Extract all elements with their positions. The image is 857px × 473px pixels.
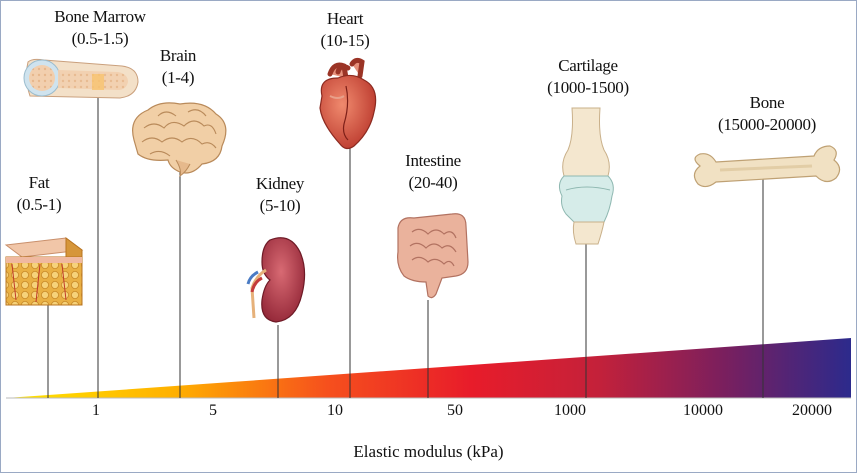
intestine-illustration bbox=[397, 213, 469, 299]
bone-marrow-range: (0.5-1.5) bbox=[71, 29, 129, 48]
fat-tissue-illustration bbox=[4, 237, 84, 306]
bone-name: Bone bbox=[749, 93, 785, 112]
cartilage-illustration bbox=[558, 107, 614, 245]
bone-marrow-name: Bone Marrow bbox=[54, 7, 146, 26]
cartilage-range: (1000-1500) bbox=[547, 78, 629, 97]
heart-label: Heart (10-15) bbox=[300, 8, 390, 52]
cartilage-name: Cartilage bbox=[558, 56, 618, 75]
intestine-range: (20-40) bbox=[408, 173, 458, 192]
heart-illustration bbox=[319, 57, 377, 150]
kidney-range: (5-10) bbox=[259, 196, 301, 215]
brain-label: Brain (1-4) bbox=[148, 45, 208, 89]
fat-label: Fat (0.5-1) bbox=[8, 172, 70, 216]
axis-tick: 10 bbox=[327, 402, 343, 419]
brain-range: (1-4) bbox=[161, 68, 195, 87]
intestine-name: Intestine bbox=[405, 151, 461, 170]
brain-illustration bbox=[132, 102, 227, 178]
fat-range: (0.5-1) bbox=[16, 195, 62, 214]
axis-tick: 10000 bbox=[683, 402, 723, 419]
axis-tick: 1 bbox=[92, 402, 100, 419]
heart-range: (10-15) bbox=[320, 31, 370, 50]
fat-name: Fat bbox=[28, 173, 50, 192]
leader-lines bbox=[47, 92, 764, 398]
axis-tick: 1000 bbox=[554, 402, 586, 419]
bone-range: (15000-20000) bbox=[717, 115, 817, 134]
bone-marrow-label: Bone Marrow (0.5-1.5) bbox=[30, 6, 170, 50]
bone-label: Bone (15000-20000) bbox=[702, 92, 832, 136]
bone-illustration bbox=[693, 145, 841, 188]
bone-marrow-illustration bbox=[23, 58, 139, 99]
axis-tick: 50 bbox=[447, 402, 463, 419]
axis-title: Elastic modulus (kPa) bbox=[353, 442, 504, 461]
kidney-label: Kidney (5-10) bbox=[240, 173, 320, 217]
axis-tick: 20000 bbox=[792, 402, 832, 419]
kidney-illustration bbox=[246, 237, 306, 323]
heart-name: Heart bbox=[326, 9, 364, 28]
kidney-name: Kidney bbox=[255, 174, 305, 193]
brain-name: Brain bbox=[159, 46, 197, 65]
cartilage-label: Cartilage (1000-1500) bbox=[530, 55, 646, 99]
axis-tick: 5 bbox=[209, 402, 217, 419]
intestine-label: Intestine (20-40) bbox=[388, 150, 478, 194]
